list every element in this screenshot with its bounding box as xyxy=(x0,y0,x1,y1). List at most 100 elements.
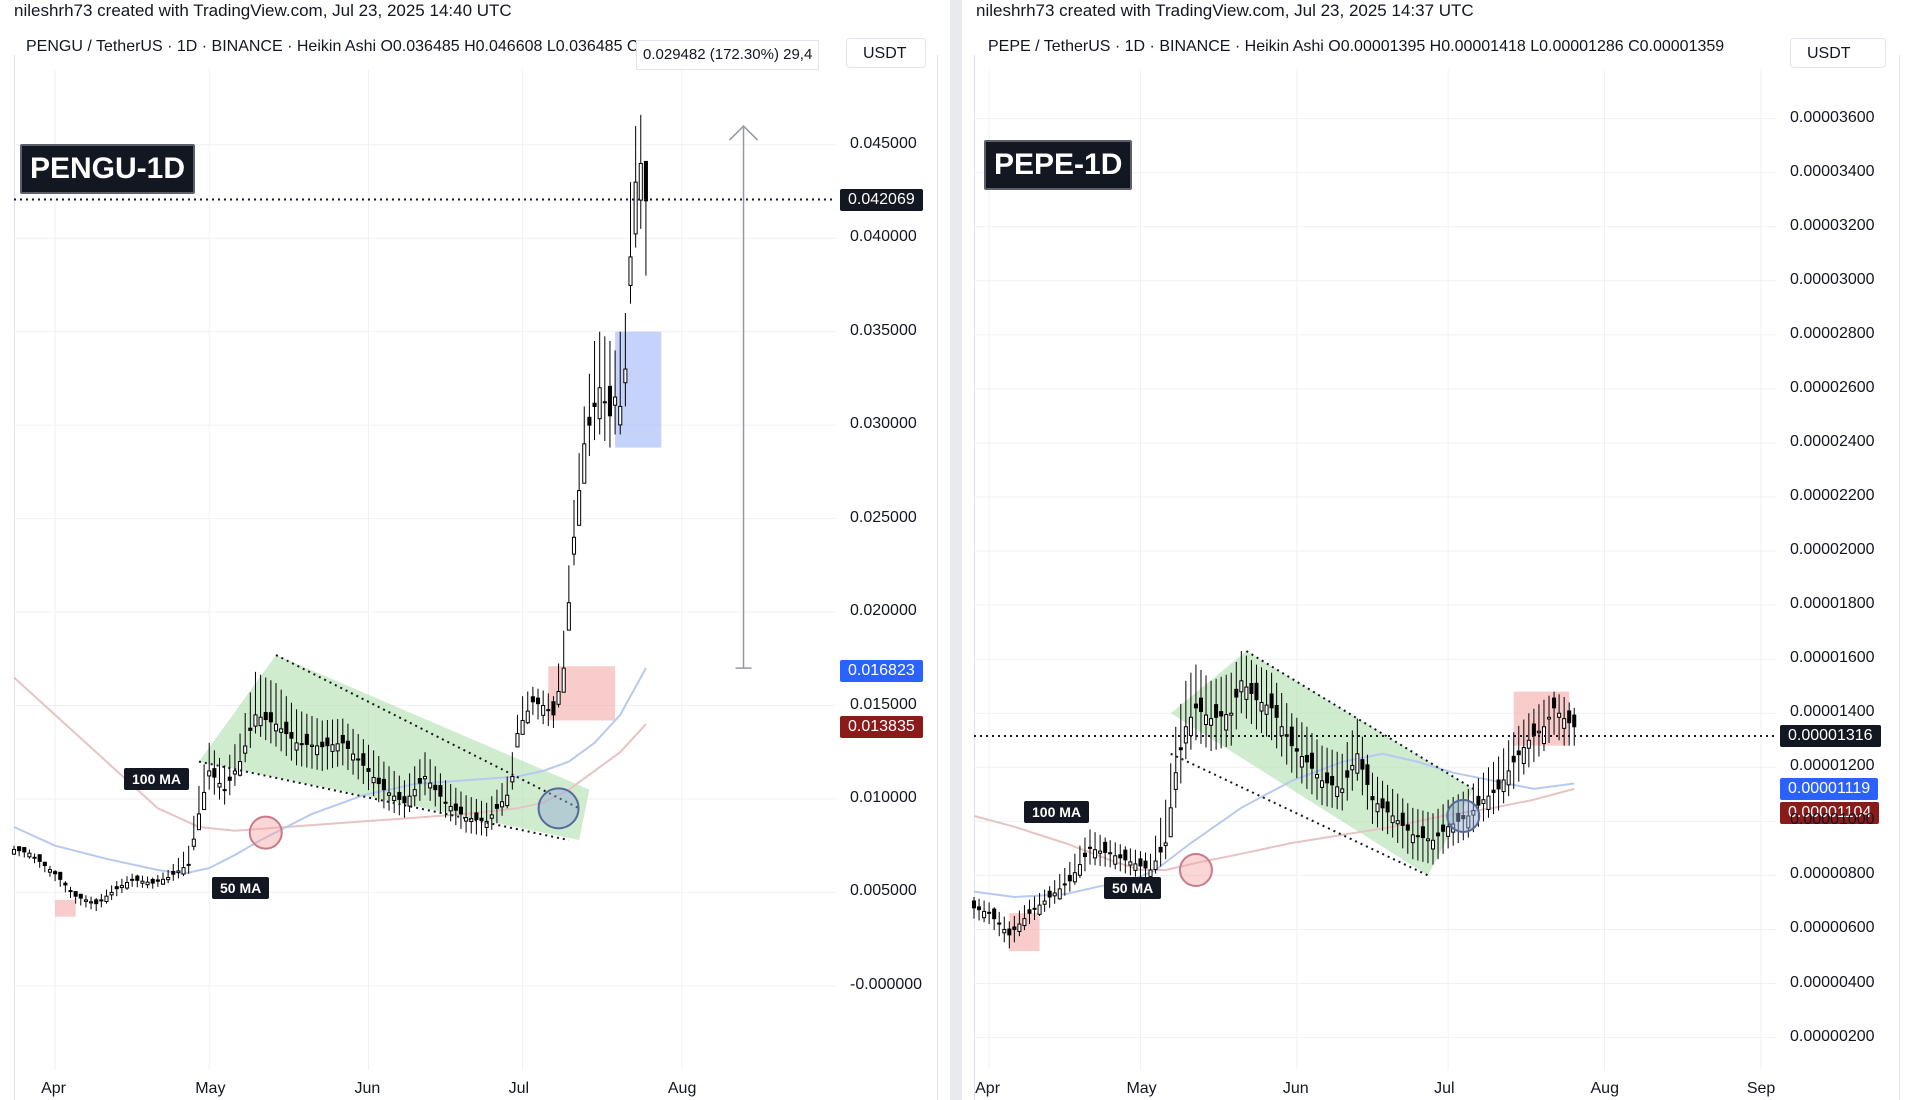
candle-down xyxy=(42,861,47,867)
ma100-label: 100 MA xyxy=(1024,801,1090,823)
y-tick-label: 0.00001000 xyxy=(1790,811,1875,829)
candle-down xyxy=(345,740,350,750)
candle-up xyxy=(186,863,191,866)
candle-down xyxy=(1360,759,1365,770)
candle-up xyxy=(386,792,392,796)
candle-up xyxy=(1224,714,1229,731)
candle-down xyxy=(1103,841,1108,853)
candle-up xyxy=(217,782,222,788)
y-tick-label: 0.010000 xyxy=(850,788,917,806)
candle-down xyxy=(63,882,68,886)
candle-down xyxy=(1415,835,1420,838)
currency-selector[interactable]: USDT xyxy=(1790,38,1886,68)
candle-down xyxy=(1496,779,1501,790)
candle-up xyxy=(1279,726,1284,737)
candle-up xyxy=(1547,716,1552,720)
candle-up xyxy=(577,490,582,526)
candle-down xyxy=(366,768,371,772)
candle-up xyxy=(500,801,505,808)
candle-down xyxy=(1552,697,1557,709)
y-tick-label: 0.00003200 xyxy=(1790,216,1875,234)
candle-down xyxy=(135,875,140,881)
x-tick-label: Aug xyxy=(667,1080,697,1097)
candle-down xyxy=(1309,752,1314,769)
y-tick-label: 0.015000 xyxy=(850,695,917,713)
candle-down xyxy=(1567,710,1572,724)
crossover-circle xyxy=(248,815,283,850)
candle-up xyxy=(1471,810,1476,816)
candle-up xyxy=(1148,869,1153,877)
y-tick-label: 0.00002200 xyxy=(1790,487,1875,505)
candle-down xyxy=(340,734,345,744)
candle-down xyxy=(1138,858,1143,867)
chart-canvas[interactable] xyxy=(0,0,950,1100)
candle-down xyxy=(402,796,407,804)
candle-down xyxy=(304,733,309,745)
chart-panel-pengu: nileshrh73 created with TradingView.com,… xyxy=(0,0,950,1100)
candle-up xyxy=(407,795,412,807)
candle-up xyxy=(1153,860,1158,870)
chart-canvas[interactable] xyxy=(962,0,1910,1100)
candle-up xyxy=(1410,834,1415,844)
candle-up xyxy=(1057,888,1062,900)
falling-wedge-pattern xyxy=(198,655,590,841)
candle-up xyxy=(1229,712,1234,716)
candle-up xyxy=(515,733,520,748)
candle-down xyxy=(530,696,535,703)
candle-down xyxy=(1325,772,1330,784)
candle-down xyxy=(22,847,27,853)
candle-up xyxy=(207,770,212,777)
candle-up xyxy=(335,743,340,752)
ma50-label: 50 MA xyxy=(212,877,270,899)
y-tick-label: 0.005000 xyxy=(850,882,917,900)
candle-down xyxy=(1405,824,1410,831)
x-tick-label: May xyxy=(195,1080,226,1097)
candle-up xyxy=(1340,788,1345,793)
highlight-box xyxy=(615,331,662,448)
y-tick-label: 0.00000600 xyxy=(1790,919,1875,937)
candle-down xyxy=(1531,723,1536,737)
candle-up xyxy=(222,789,227,792)
candle-up xyxy=(160,878,166,885)
candle-up xyxy=(47,869,53,873)
candle-up xyxy=(1098,850,1103,854)
candle-up xyxy=(1395,820,1400,825)
candle-up xyxy=(1133,863,1138,871)
candle-up xyxy=(982,910,987,919)
candle-up xyxy=(315,745,320,756)
candle-down xyxy=(433,784,438,791)
candle-up xyxy=(613,396,618,406)
candle-up xyxy=(623,368,628,384)
candle-down xyxy=(551,701,556,716)
candle-up xyxy=(1335,786,1340,798)
candle-up xyxy=(140,880,145,884)
candle-up xyxy=(566,602,571,631)
y-tick-label: 0.035000 xyxy=(850,321,917,339)
candle-down xyxy=(381,778,386,791)
candle-up xyxy=(243,745,248,754)
candle-up xyxy=(1466,815,1471,829)
candle-up xyxy=(11,848,17,855)
candle-down xyxy=(1572,714,1577,728)
candle-up xyxy=(27,852,32,858)
candle-down xyxy=(1516,750,1521,756)
price-axis-label: 0.00001316 xyxy=(1780,724,1881,747)
y-tick-label: 0.00001600 xyxy=(1790,649,1875,667)
candle-up xyxy=(258,716,263,727)
candle-down xyxy=(1123,849,1128,861)
candle-up xyxy=(1204,714,1209,725)
y-tick-label: 0.00002400 xyxy=(1790,432,1875,450)
candle-down xyxy=(453,803,458,811)
y-tick-label: 0.00002600 xyxy=(1790,378,1875,396)
currency-selector[interactable]: USDT xyxy=(846,38,926,68)
candle-up xyxy=(448,805,453,812)
y-tick-label: 0.00001800 xyxy=(1790,595,1875,613)
chart-credit: nileshrh73 created with TradingView.com,… xyxy=(976,1,1474,20)
candle-up xyxy=(505,794,510,807)
y-tick-label: 0.045000 xyxy=(850,134,917,152)
candle-down xyxy=(58,871,63,880)
y-tick-label: 0.00001200 xyxy=(1790,757,1875,775)
breakout-circle xyxy=(537,787,580,830)
candle-up xyxy=(83,899,88,902)
x-tick-label: Jun xyxy=(354,1080,381,1097)
